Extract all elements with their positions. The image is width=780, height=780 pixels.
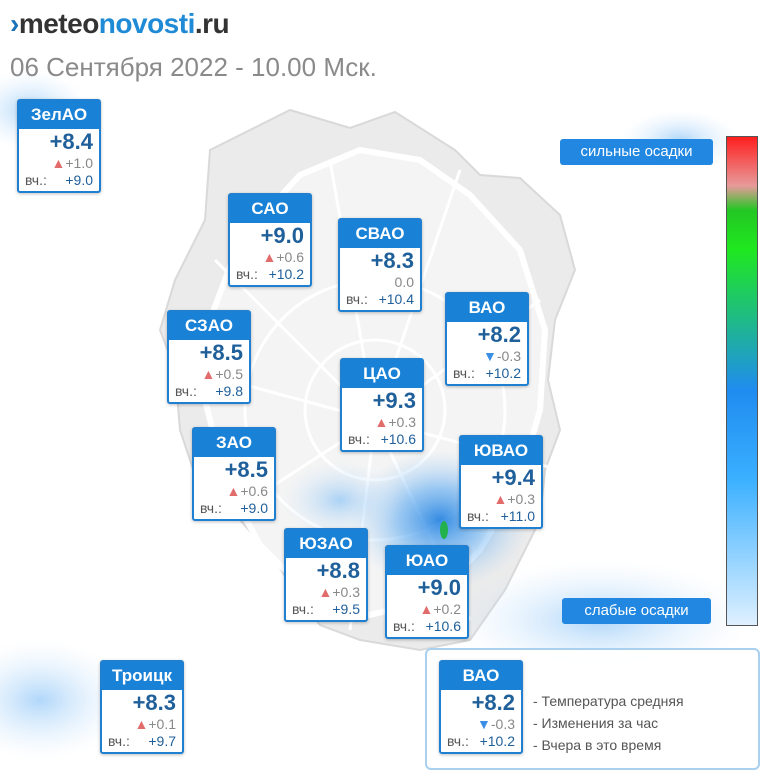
station-temperature: +8.2 bbox=[477, 322, 521, 347]
station-temperature: +8.3 bbox=[370, 248, 414, 273]
station-change: ▲+0.3 bbox=[374, 414, 417, 430]
station-name: САО bbox=[230, 195, 310, 223]
station-yesterday: вч.: +9.8 bbox=[175, 383, 243, 399]
logo-mark-icon: › bbox=[10, 8, 19, 39]
legend-example-card: ВАО +8.2 ▼-0.3 вч.: +10.2 bbox=[439, 660, 523, 754]
trend-up-icon: ▲ bbox=[318, 584, 333, 600]
station-card-yuzao[interactable]: ЮЗАО +8.8 ▲+0.3 вч.: +9.5 bbox=[284, 528, 368, 622]
station-card-sao[interactable]: САО +9.0 ▲+0.6 вч.: +10.2 bbox=[228, 193, 312, 287]
station-temperature: +8.5 bbox=[199, 340, 243, 365]
station-yesterday: вч.: +11.0 bbox=[467, 508, 535, 524]
station-name: ВАО bbox=[441, 662, 521, 690]
station-name: ЦАО bbox=[342, 360, 422, 388]
trend-up-icon: ▲ bbox=[493, 491, 508, 507]
station-name: СВАО bbox=[340, 220, 420, 248]
station-yesterday: вч.: +9.0 bbox=[200, 500, 268, 516]
legend-panel: ВАО +8.2 ▼-0.3 вч.: +10.2 - Температура с… bbox=[425, 648, 760, 770]
trend-up-icon: ▲ bbox=[201, 366, 216, 382]
station-yesterday: вч.: +10.6 bbox=[393, 618, 461, 634]
legend-change-line: - Изменения за час bbox=[533, 715, 659, 731]
station-change: ▲+0.6 bbox=[226, 483, 269, 499]
station-temperature: +8.8 bbox=[316, 558, 360, 583]
weak-precipitation-label: слабые осадки bbox=[562, 598, 711, 624]
station-card-cao[interactable]: ЦАО +9.3 ▲+0.3 вч.: +10.6 bbox=[340, 358, 424, 452]
station-card-zao[interactable]: ЗАО +8.5 ▲+0.6 вч.: +9.0 bbox=[192, 427, 276, 521]
station-temperature: +8.4 bbox=[49, 129, 93, 154]
trend-up-icon: ▲ bbox=[226, 483, 241, 499]
station-temperature: +9.4 bbox=[491, 465, 535, 490]
station-name: СЗАО bbox=[169, 312, 249, 340]
station-change: ▼-0.3 bbox=[477, 716, 515, 732]
station-yesterday: вч.: +9.7 bbox=[108, 733, 176, 749]
station-temperature: +8.2 bbox=[471, 690, 515, 715]
station-name: ЮЗАО bbox=[286, 530, 366, 558]
station-name: ЮВАО bbox=[461, 437, 541, 465]
date-time-title: 06 Сентября 2022 - 10.00 Мск. bbox=[10, 52, 377, 82]
station-card-yuvao[interactable]: ЮВАО +9.4 ▲+0.3 вч.: +11.0 bbox=[459, 435, 543, 529]
station-change: ▲+0.6 bbox=[262, 249, 305, 265]
station-change: ▲+0.3 bbox=[493, 491, 536, 507]
station-yesterday: вч.: +9.5 bbox=[292, 601, 360, 617]
station-temperature: +9.0 bbox=[417, 575, 461, 600]
station-yesterday: вч.: +10.6 bbox=[348, 431, 416, 447]
station-name: Троицк bbox=[102, 662, 182, 690]
trend-down-icon: ▼ bbox=[477, 716, 491, 732]
station-card-zelao[interactable]: ЗелАО +8.4 ▲+1.0 вч.: +9.0 bbox=[17, 99, 101, 193]
station-change: ▼-0.3 bbox=[483, 348, 521, 364]
station-name: ВАО bbox=[447, 294, 527, 322]
logo-meteo: meteo bbox=[18, 8, 99, 39]
precipitation-scale-bar bbox=[726, 136, 758, 626]
trend-up-icon: ▲ bbox=[262, 249, 277, 265]
station-yesterday: вч.: +10.2 bbox=[453, 365, 521, 381]
site-logo[interactable]: ›meteonovosti.ru bbox=[10, 8, 230, 40]
station-name: ЗАО bbox=[194, 429, 274, 457]
station-card-vao[interactable]: ВАО +8.2 ▼-0.3 вч.: +10.2 bbox=[445, 292, 529, 386]
station-card-svao[interactable]: СВАО +8.3 0.0 вч.: +10.4 bbox=[338, 218, 422, 312]
trend-up-icon: ▲ bbox=[51, 155, 66, 171]
station-card-troitsk[interactable]: Троицк +8.3 ▲+0.1 вч.: +9.7 bbox=[100, 660, 184, 754]
station-temperature: +9.3 bbox=[372, 388, 416, 413]
station-name: ЮАО bbox=[387, 547, 467, 575]
station-name: ЗелАО bbox=[19, 101, 99, 129]
trend-up-icon: ▲ bbox=[134, 716, 149, 732]
station-temperature: +8.5 bbox=[224, 457, 268, 482]
trend-up-icon: ▲ bbox=[419, 601, 434, 617]
station-card-szao[interactable]: СЗАО +8.5 ▲+0.5 вч.: +9.8 bbox=[167, 310, 251, 404]
station-change: 0.0 bbox=[394, 274, 414, 290]
station-change: ▲+0.3 bbox=[318, 584, 361, 600]
station-temperature: +8.3 bbox=[132, 690, 176, 715]
station-change: ▲+0.1 bbox=[134, 716, 177, 732]
station-temperature: +9.0 bbox=[260, 223, 304, 248]
station-change: ▲+0.2 bbox=[419, 601, 462, 617]
station-change: ▲+0.5 bbox=[201, 366, 244, 382]
station-yesterday: вч.: +10.4 bbox=[346, 291, 414, 307]
trend-down-icon: ▼ bbox=[483, 348, 497, 364]
logo-tld: .ru bbox=[194, 8, 230, 39]
station-yesterday: вч.: +10.2 bbox=[447, 733, 515, 749]
strong-precipitation-label: сильные осадки bbox=[560, 139, 713, 165]
station-yesterday: вч.: +10.2 bbox=[236, 266, 304, 282]
legend-yesterday-line: - Вчера в это время bbox=[533, 737, 662, 753]
station-card-yuao[interactable]: ЮАО +9.0 ▲+0.2 вч.: +10.6 bbox=[385, 545, 469, 639]
station-change: ▲+1.0 bbox=[51, 155, 94, 171]
trend-up-icon: ▲ bbox=[374, 414, 389, 430]
legend-descriptions: - Температура средняя - Изменения за час… bbox=[533, 690, 684, 756]
logo-novosti: novosti bbox=[98, 8, 196, 39]
legend-temp-line: - Температура средняя bbox=[533, 693, 684, 709]
station-yesterday: вч.: +9.0 bbox=[25, 172, 93, 188]
